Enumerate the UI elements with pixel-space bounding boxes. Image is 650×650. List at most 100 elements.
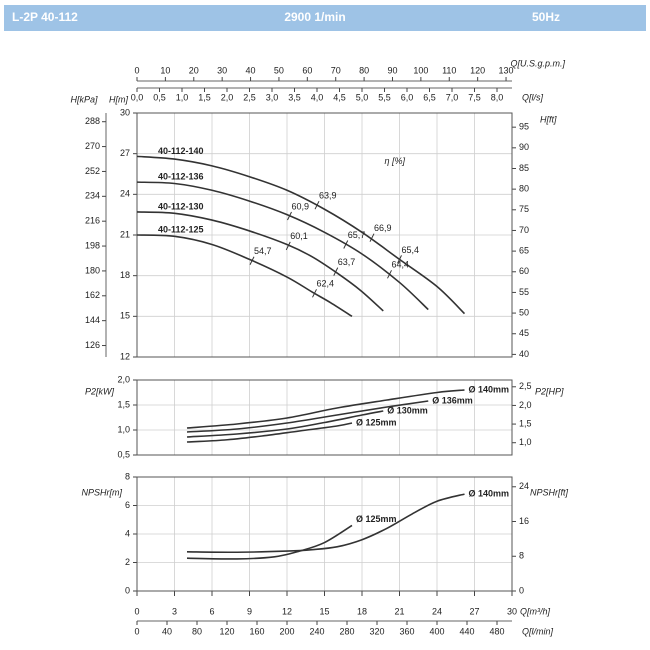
x-tick-label: 27	[469, 606, 479, 616]
y-tick-label: 0,5	[117, 449, 130, 459]
y-axis-label: NPSHr[m]	[82, 487, 123, 497]
y-tick-label: 27	[120, 148, 130, 158]
top-axis-tick-label: 90	[387, 65, 397, 75]
y-tick-label: 21	[120, 229, 130, 239]
y2-axis-label: P2[HP]	[535, 386, 564, 396]
top-axis-tick-label: 60	[302, 65, 312, 75]
top-axis-tick-label: 5,5	[378, 92, 391, 102]
top-axis-tick-label: 0	[134, 65, 139, 75]
efficiency-label: 62,4	[317, 279, 335, 289]
efficiency-mark	[314, 200, 320, 210]
top-axis-tick-label: 3,0	[266, 92, 279, 102]
series-label: Ø 140mm	[469, 384, 510, 394]
curve	[136, 234, 353, 318]
efficiency-label: 65,7	[348, 230, 366, 240]
left-axis-tick-label: 198	[85, 240, 100, 250]
y-axis-label: H[m]	[109, 94, 128, 104]
bottom-axis-tick-label: 320	[369, 626, 384, 636]
series-label: Ø 130mm	[387, 405, 428, 415]
curve	[136, 211, 384, 312]
curve	[136, 155, 466, 315]
series-label: 40-112-130	[158, 201, 204, 211]
top-axis-tick-label: 70	[331, 65, 341, 75]
bottom-axis-tick-label: 280	[339, 626, 354, 636]
y-tick-label: 12	[120, 351, 130, 361]
header-bar	[4, 5, 646, 31]
y2-tick-label: 2,0	[519, 400, 532, 410]
top-axis-tick-label: 0,5	[153, 92, 166, 102]
bottom-axis-tick-label: 360	[399, 626, 414, 636]
top-axis-tick-label: 120	[470, 65, 485, 75]
frequency: 50Hz	[532, 10, 560, 24]
bottom-axis-tick-label: 0	[134, 626, 139, 636]
y2-axis-label: H[ft]	[540, 114, 557, 124]
bottom-axis-tick-label: 240	[309, 626, 324, 636]
series-label: Ø 136mm	[432, 395, 473, 405]
efficiency-label: 65,4	[402, 245, 420, 255]
top-axis-tick-label: 40	[246, 65, 256, 75]
bottom-axis-tick-label: 40	[162, 626, 172, 636]
series-label: 40-112-136	[158, 172, 204, 182]
top-axis-label: Q[U.S.g.p.m.]	[510, 58, 565, 68]
efficiency-mark	[312, 289, 317, 298]
annotation: η [%]	[385, 156, 406, 166]
top-axis-tick-label: 110	[442, 65, 456, 75]
y2-tick-label: 90	[519, 142, 529, 152]
efficiency-mark	[249, 256, 255, 265]
top-axis-tick-label: 1,0	[176, 92, 189, 102]
efficiency-mark	[397, 255, 402, 264]
y-axis-label: P2[kW]	[85, 386, 115, 396]
y2-tick-label: 75	[519, 204, 529, 214]
y-tick-label: 0	[125, 585, 130, 595]
top-axis-tick-label: 2,5	[243, 92, 256, 102]
top-axis-tick-label: 2,0	[221, 92, 234, 102]
y-tick-label: 30	[120, 107, 130, 117]
top-axis-tick-label: 5,0	[356, 92, 369, 102]
y2-tick-label: 50	[519, 307, 529, 317]
left-axis-tick-label: 180	[85, 265, 100, 275]
efficiency-label: 63,9	[319, 191, 337, 201]
efficiency-mark	[285, 241, 291, 251]
plot-frame	[136, 379, 513, 456]
y2-tick-label: 55	[519, 287, 529, 297]
y2-tick-label: 8	[519, 551, 524, 561]
efficiency-label: 63,7	[338, 257, 356, 267]
top-axis-tick-label: 8,0	[491, 92, 504, 102]
bottom-axis-tick-label: 480	[489, 626, 504, 636]
curve	[186, 410, 384, 438]
series-label: Ø 125mm	[356, 417, 397, 427]
top-axis-tick-label: 130	[499, 65, 514, 75]
x-tick-label: 21	[394, 606, 404, 616]
x-axis-label: Q[m³/h]	[520, 606, 551, 616]
y-tick-label: 2,0	[117, 374, 130, 384]
y-tick-label: 8	[125, 471, 130, 481]
y2-tick-label: 40	[519, 349, 529, 359]
y2-tick-label: 85	[519, 163, 529, 173]
efficiency-label: 54,7	[254, 246, 272, 256]
y2-tick-label: 70	[519, 225, 529, 235]
y2-tick-label: 60	[519, 266, 529, 276]
bottom-axis-tick-label: 400	[429, 626, 444, 636]
bottom-axis-tick-label: 440	[459, 626, 474, 636]
efficiency-label: 60,1	[290, 231, 308, 241]
curve	[186, 389, 465, 429]
top-axis-tick-label: 7,5	[468, 92, 481, 102]
efficiency-label: 66,9	[374, 223, 392, 233]
left-axis-tick-label: 270	[85, 141, 100, 151]
series-label: 40-112-125	[158, 224, 204, 234]
top-axis-tick-label: 20	[189, 65, 199, 75]
left-axis-tick-label: 288	[85, 116, 100, 126]
y2-tick-label: 0	[519, 585, 524, 595]
x-tick-label: 24	[432, 606, 442, 616]
y2-tick-label: 1,0	[519, 437, 532, 447]
curve	[186, 422, 353, 443]
bottom-axis-tick-label: 120	[219, 626, 234, 636]
left-axis-label: H[kPa]	[70, 94, 98, 104]
y-tick-label: 6	[125, 500, 130, 510]
series-label: Ø 125mm	[356, 514, 397, 524]
y2-tick-label: 95	[519, 122, 529, 132]
y-tick-label: 15	[120, 311, 130, 321]
efficiency-mark	[369, 233, 375, 242]
